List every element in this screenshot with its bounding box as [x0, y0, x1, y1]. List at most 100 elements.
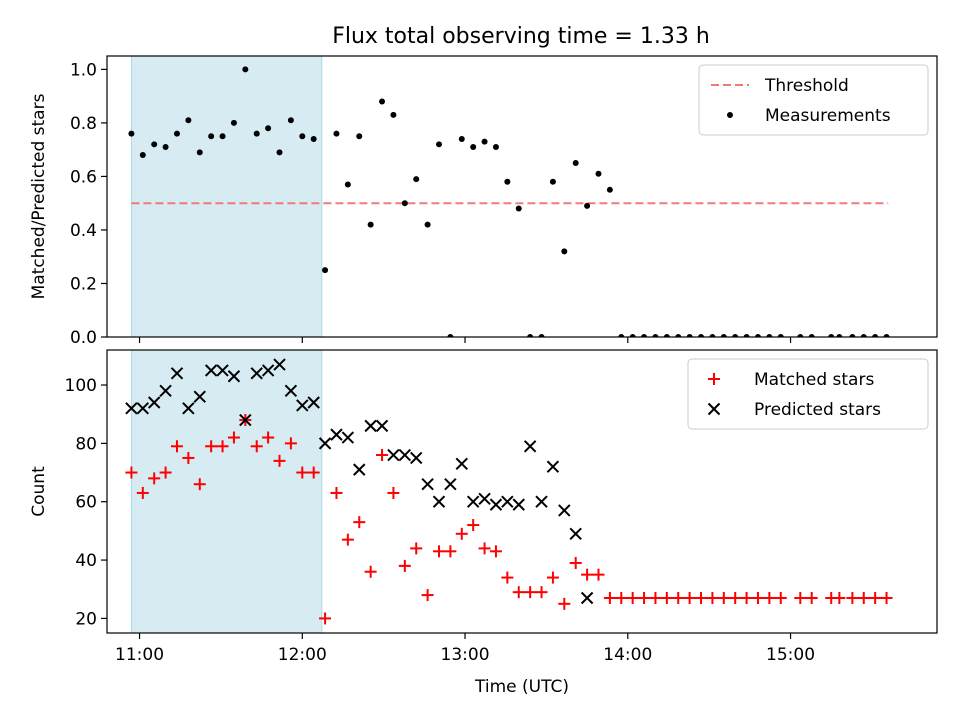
legend-label: Matched stars [754, 370, 874, 390]
matched-point [501, 571, 514, 584]
measurement-point [808, 334, 815, 337]
predicted-point-b [227, 370, 241, 383]
matched-point [558, 597, 571, 610]
measurement-point [322, 267, 329, 274]
matched-point [398, 559, 411, 572]
legend-predicted-b [707, 402, 721, 416]
matched-point [615, 591, 628, 604]
measurement-point [458, 135, 465, 142]
matched-point [581, 568, 594, 581]
measurement-point [849, 334, 856, 337]
matched-point [296, 466, 309, 479]
matched-point [524, 586, 537, 599]
predicted-point-b [432, 495, 446, 508]
predicted-point [136, 402, 150, 415]
predicted-point-b [307, 396, 320, 409]
measurement-point [230, 119, 237, 126]
matched-point [455, 527, 468, 540]
measurement-point [390, 111, 397, 118]
matched-point [170, 440, 183, 453]
measurement-point [572, 160, 579, 167]
predicted-point-b [512, 498, 525, 511]
matched-point [592, 568, 605, 581]
measurement-point [492, 143, 499, 150]
matched-point [512, 586, 525, 599]
legend: Matched stars Predicted stars [687, 358, 929, 430]
predicted-point [432, 495, 446, 508]
predicted-point-b [250, 367, 263, 380]
matched-point [330, 486, 343, 499]
predicted-point-b [261, 364, 275, 377]
y-tick-label: 100 [65, 376, 97, 396]
measurement-point [743, 334, 750, 337]
observing-span [130, 56, 323, 337]
measurement-point [185, 117, 192, 124]
predicted-point-b [478, 492, 491, 506]
measurement-point [401, 200, 408, 207]
measurement-point [356, 133, 363, 140]
y-tick-label: 0.8 [70, 114, 97, 134]
matched-point [660, 591, 673, 604]
predicted-point [523, 440, 537, 453]
predicted-point-b [546, 460, 560, 473]
measurement-point [527, 334, 534, 337]
measurement-point [595, 170, 602, 177]
matched-point [433, 545, 445, 558]
measurement-point [549, 178, 556, 185]
matched-point [216, 440, 229, 453]
y-tick-label: 60 [75, 493, 97, 513]
measurement-point [766, 334, 773, 337]
matched-point [410, 542, 423, 555]
matched-point [869, 591, 882, 604]
predicted-point [410, 451, 423, 465]
predicted-point [512, 498, 525, 511]
predicted-point-b [398, 448, 412, 462]
legend-predicted-swatch [707, 402, 721, 416]
predicted-point-b [273, 358, 286, 371]
predicted-point-b [523, 440, 537, 453]
measurement-point [828, 334, 835, 337]
predicted-point-b [501, 495, 514, 508]
matched-point [603, 591, 616, 604]
matched-point [444, 545, 457, 558]
predicted-point-b [159, 384, 172, 398]
measurement-point [720, 334, 727, 337]
observing-span [130, 350, 323, 633]
predicted-point-b [466, 495, 480, 508]
predicted-point [489, 498, 503, 511]
matched-point [250, 440, 263, 453]
predicted-point-b [204, 364, 218, 377]
measurement-point [424, 221, 431, 228]
y-tick-label: 80 [75, 434, 97, 454]
matched-point [364, 565, 377, 578]
matched-point [857, 591, 870, 604]
measurement-point [413, 176, 420, 183]
matched-point [729, 591, 742, 604]
predicted-point-b [569, 527, 582, 541]
predicted-point-b [193, 390, 206, 403]
series-measurements [128, 66, 890, 337]
predicted-point-b [182, 402, 195, 415]
measurement-point [173, 130, 180, 137]
predicted-point [501, 495, 514, 508]
measurement-point [447, 334, 454, 337]
matched-point [478, 542, 491, 555]
y-axis-label: Matched/Predicted stars [29, 93, 49, 299]
measurement-point [515, 205, 522, 212]
matched-point [695, 591, 708, 604]
predicted-point [125, 402, 138, 415]
plot-area [125, 350, 893, 633]
matched-point [284, 437, 297, 450]
measurement-point [128, 130, 135, 137]
measurement-point [698, 334, 705, 337]
matched-point [740, 591, 753, 604]
predicted-point [341, 431, 355, 444]
measurement-point [139, 152, 146, 159]
legend-matched-swatch [708, 373, 720, 385]
measurement-point [584, 202, 591, 209]
y-tick-label: 0.6 [70, 167, 97, 187]
predicted-point-b [444, 477, 457, 491]
matched-point [880, 591, 893, 604]
predicted-point-b [387, 448, 400, 462]
